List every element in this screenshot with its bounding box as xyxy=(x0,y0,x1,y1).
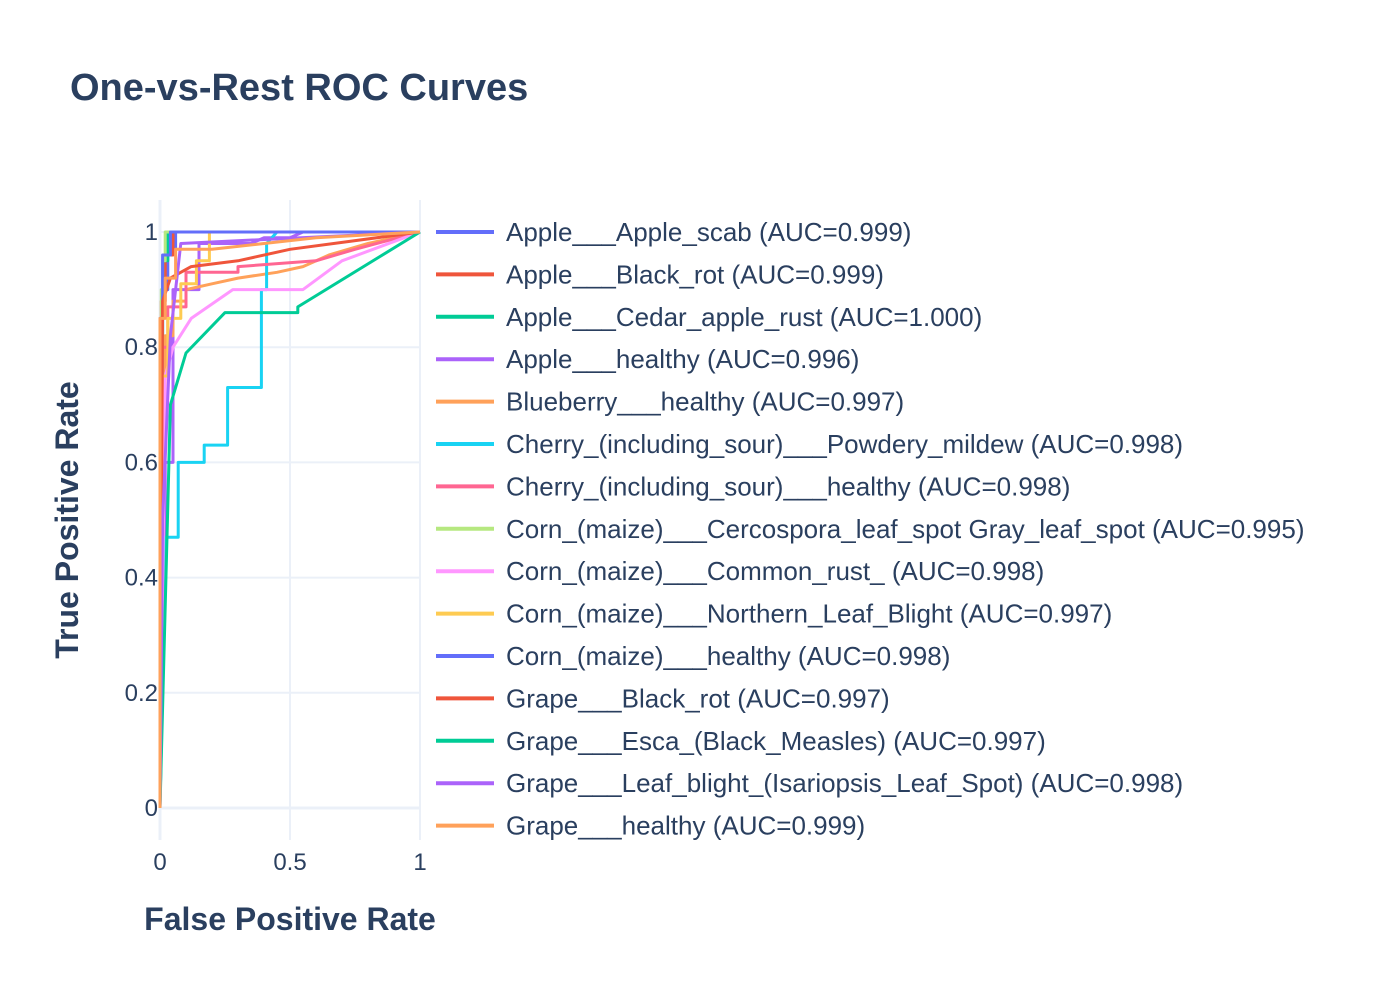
legend-label: Corn_(maize)___Common_rust_ (AUC=0.998) xyxy=(506,556,1044,586)
roc-curve-7 xyxy=(158,230,421,808)
legend-label: Corn_(maize)___Cercospora_leaf_spot Gray… xyxy=(506,514,1304,544)
legend-item[interactable]: Grape___healthy (AUC=0.999) xyxy=(436,811,865,841)
y-tick-label: 0.4 xyxy=(125,565,158,592)
y-axis-title: True Positive Rate xyxy=(49,381,85,658)
roc-curve-6 xyxy=(158,230,420,809)
x-axis-title: False Positive Rate xyxy=(144,901,436,937)
x-axis-ticks: 0 0.5 1 xyxy=(153,849,426,876)
legend-item[interactable]: Grape___Black_rot (AUC=0.997) xyxy=(436,683,890,713)
roc-curve-15 xyxy=(158,230,421,808)
legend-item[interactable]: Cherry_(including_sour)___healthy (AUC=0… xyxy=(436,471,1070,501)
legend-label: Cherry_(including_sour)___Powdery_mildew… xyxy=(506,429,1183,459)
legend-label: Grape___Leaf_blight_(Isariopsis_Leaf_Spo… xyxy=(506,768,1183,798)
series-lines xyxy=(158,230,421,809)
y-tick-label: 0.8 xyxy=(125,334,158,361)
legend-label: Corn_(maize)___Northern_Leaf_Blight (AUC… xyxy=(506,599,1112,629)
x-tick-label: 0 xyxy=(153,849,166,876)
legend-item[interactable]: Blueberry___healthy (AUC=0.997) xyxy=(436,387,904,417)
legend-label: Corn_(maize)___healthy (AUC=0.998) xyxy=(506,641,950,671)
x-tick-label: 1 xyxy=(413,849,426,876)
legend-label: Apple___Cedar_apple_rust (AUC=1.000) xyxy=(506,302,982,332)
legend-item[interactable]: Apple___Black_rot (AUC=0.999) xyxy=(436,259,884,289)
legend-item[interactable]: Corn_(maize)___healthy (AUC=0.998) xyxy=(436,641,950,671)
y-tick-label: 1 xyxy=(145,219,158,246)
legend-label: Apple___Black_rot (AUC=0.999) xyxy=(506,259,884,289)
roc-curve-14 xyxy=(158,230,421,809)
legend-label: Apple___Apple_scab (AUC=0.999) xyxy=(506,217,911,247)
legend-item[interactable]: Corn_(maize)___Common_rust_ (AUC=0.998) xyxy=(436,556,1044,586)
y-tick-label: 0.2 xyxy=(125,680,158,707)
legend-label: Apple___healthy (AUC=0.996) xyxy=(506,344,859,374)
legend[interactable]: Apple___Apple_scab (AUC=0.999) Apple___Bl… xyxy=(436,217,1304,841)
legend-item[interactable]: Cherry_(including_sour)___Powdery_mildew… xyxy=(436,429,1183,459)
roc-curve-13 xyxy=(158,230,421,809)
legend-item[interactable]: Apple___healthy (AUC=0.996) xyxy=(436,344,859,374)
roc-curve-12 xyxy=(158,230,421,809)
legend-label: Grape___Esca_(Black_Measles) (AUC=0.997) xyxy=(506,726,1046,756)
legend-label: Blueberry___healthy (AUC=0.997) xyxy=(506,387,904,417)
legend-label: Grape___Black_rot (AUC=0.997) xyxy=(506,683,890,713)
chart-title: One-vs-Rest ROC Curves xyxy=(70,67,528,109)
legend-item[interactable]: Grape___Esca_(Black_Measles) (AUC=0.997) xyxy=(436,726,1046,756)
legend-label: Cherry_(including_sour)___healthy (AUC=0… xyxy=(506,471,1070,501)
x-tick-label: 0.5 xyxy=(273,849,306,876)
legend-item[interactable]: Grape___Leaf_blight_(Isariopsis_Leaf_Spo… xyxy=(436,768,1183,798)
legend-item[interactable]: Apple___Cedar_apple_rust (AUC=1.000) xyxy=(436,302,982,332)
y-tick-label: 0 xyxy=(145,795,158,822)
legend-item[interactable]: Corn_(maize)___Northern_Leaf_Blight (AUC… xyxy=(436,599,1112,629)
y-tick-label: 0.6 xyxy=(125,449,158,476)
legend-label: Grape___healthy (AUC=0.999) xyxy=(506,811,865,841)
y-axis-ticks: 0 0.2 0.4 0.6 0.8 1 xyxy=(125,219,158,822)
legend-item[interactable]: Apple___Apple_scab (AUC=0.999) xyxy=(436,217,911,247)
plot-area xyxy=(158,200,421,840)
roc-curve-10 xyxy=(158,230,420,808)
legend-item[interactable]: Corn_(maize)___Cercospora_leaf_spot Gray… xyxy=(436,514,1304,544)
